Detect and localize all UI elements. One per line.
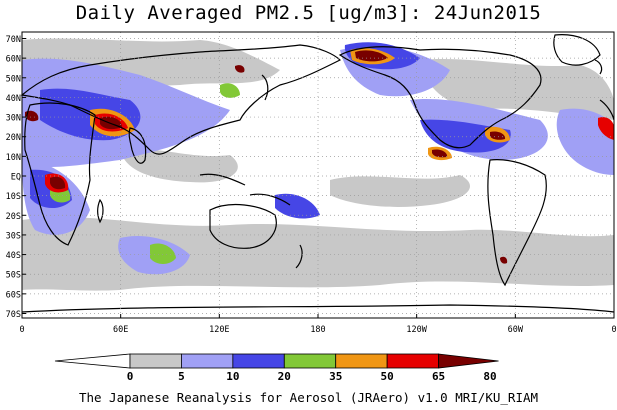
latitude-tick-label: 70S — [6, 310, 21, 320]
latitude-tick-label: 30S — [6, 231, 21, 241]
colorbar-tick-label: 35 — [329, 370, 342, 383]
british-isles-outline — [594, 59, 603, 75]
colorbar-tick-label: 20 — [278, 370, 291, 383]
latitude-tick-label: 20S — [6, 212, 21, 222]
colorbar-tick-label: 65 — [432, 370, 445, 383]
latitude-tick-label: 40S — [6, 251, 21, 261]
coastline-outlines — [20, 34, 615, 313]
latitude-axis: 70N 60N 50N 40N 30N 20N 10N EQ 10S 20S 30S 40S 50S 60… — [6, 35, 26, 320]
colorbar-segment — [335, 353, 388, 369]
eurasia-outline — [20, 44, 342, 155]
antarctica-outline — [21, 304, 615, 313]
graticule — [22, 32, 614, 318]
longitude-tick-label: 60E — [113, 325, 128, 335]
latitude-tick-label: 60N — [6, 55, 21, 65]
colorbar-tick-label: 80 — [483, 370, 496, 383]
colorbar-lower-extension — [54, 353, 131, 369]
longitude-tick-label: 0 — [19, 325, 24, 335]
latitude-tick-label: 50S — [6, 271, 21, 281]
greenland-outline — [553, 34, 601, 66]
colorbar: 0 5 10 20 35 50 65 80 — [54, 353, 499, 383]
colorbar-tick-label: 5 — [178, 370, 185, 383]
colorbar-upper-extension — [438, 353, 499, 369]
south-america-outline — [487, 159, 547, 287]
longitude-tick-label: 120E — [209, 325, 229, 335]
longitude-axis: 0 60E 120E 180 120W 60W 0 — [19, 314, 617, 335]
latitude-tick-label: 10N — [6, 153, 21, 163]
colorbar-segment — [181, 353, 234, 369]
latitude-tick-label: EQ — [11, 173, 21, 183]
new-zealand-outline — [295, 244, 303, 269]
longitude-tick-label: 120W — [406, 325, 427, 335]
longitude-tick-label: 180 — [310, 325, 325, 335]
pm25-darkred-band — [25, 50, 508, 264]
colorbar-segment — [386, 353, 439, 369]
latitude-tick-label: 30N — [6, 114, 21, 124]
africa-outline — [24, 102, 96, 246]
map-title: Daily Averaged PM2.5 [ug/m3]: 24Jun2015 — [75, 2, 542, 24]
latitude-tick-label: 40N — [6, 94, 21, 104]
colorbar-tick-label: 50 — [381, 370, 394, 383]
longitude-tick-label: 0 — [611, 325, 616, 335]
latitude-tick-label: 50N — [6, 74, 21, 84]
latitude-tick-label: 70N — [6, 35, 21, 45]
iberia-outline — [599, 99, 615, 121]
map-panel — [20, 31, 615, 319]
india-outline — [128, 127, 147, 164]
latitude-tick-label: 10S — [6, 192, 21, 202]
colorbar-segment — [283, 353, 337, 369]
footer-credit: The Japanese Reanalysis for Aerosol (JRA… — [78, 390, 539, 405]
colorbar-tick-label: 0 — [127, 370, 134, 383]
colorbar-segment — [129, 353, 182, 369]
longitude-tick-label: 60W — [508, 325, 524, 335]
colorbar-segment — [232, 353, 285, 369]
pm25-grey-band — [22, 38, 614, 291]
australia-outline — [209, 204, 277, 249]
north-america-outline — [338, 46, 542, 149]
latitude-tick-label: 60S — [6, 290, 21, 300]
madagascar-outline — [97, 198, 104, 224]
colorbar-tick-label: 10 — [226, 370, 239, 383]
latitude-tick-label: 20N — [6, 133, 21, 143]
